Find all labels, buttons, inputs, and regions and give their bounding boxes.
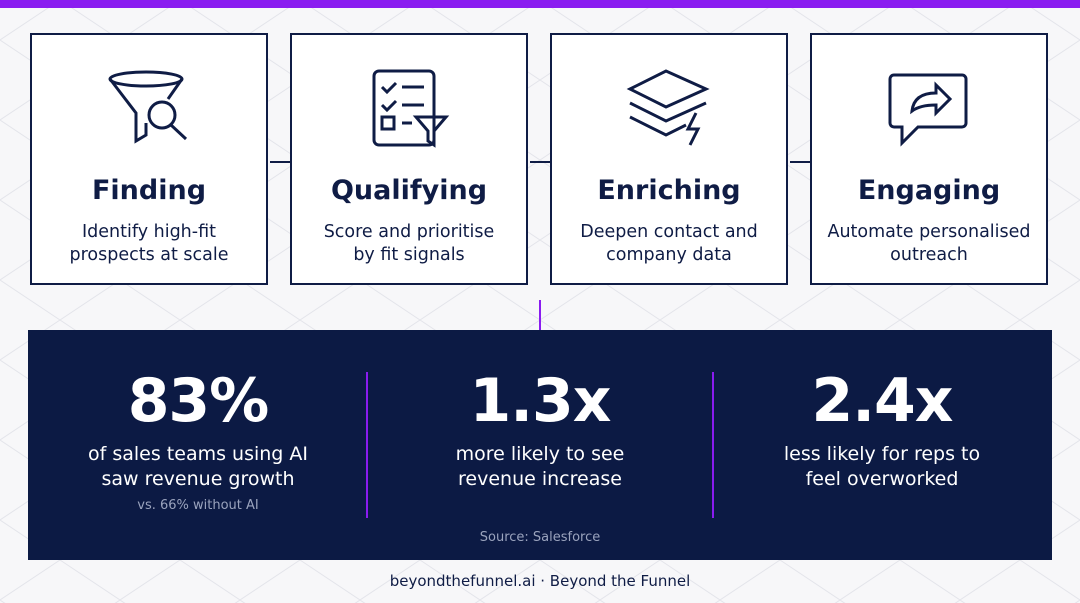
line: Identify high-fit	[82, 222, 216, 242]
step-description: Deepen contact and company data	[552, 221, 786, 267]
step-card: Engaging Automate personalised outreach	[810, 33, 1048, 285]
step-title: Finding	[91, 175, 207, 206]
stat-value: 1.3x	[469, 366, 612, 436]
line: Automate personalised	[827, 222, 1031, 242]
step-card: Enriching Deepen contact and company data	[550, 33, 788, 285]
line: less likely for reps to	[783, 443, 981, 465]
line: company data	[606, 245, 732, 265]
divider	[366, 372, 368, 518]
stat-description: of sales teams using AI saw revenue growt…	[28, 442, 368, 492]
step-description: Score and prioritise by fit signals	[292, 221, 526, 267]
step-description: Identify high-fit prospects at scale	[32, 221, 266, 267]
stat-note: vs. 66% without AI	[137, 498, 259, 513]
step-card: Qualifying Score and prioritise by fit si…	[290, 33, 528, 285]
line: revenue increase	[458, 468, 622, 490]
stat-description: more likely to see revenue increase	[370, 442, 710, 492]
stat-description: less likely for reps to feel overworked	[712, 442, 1052, 492]
footer: beyondthefunnel.ai · Beyond the Funnel	[389, 572, 691, 590]
step-description: Automate personalised outreach	[812, 221, 1046, 267]
line: prospects at scale	[69, 245, 229, 265]
line: of sales teams using AI	[88, 443, 308, 465]
checklist-icon	[372, 69, 450, 148]
share-icon	[888, 73, 968, 147]
source: Source: Salesforce	[479, 530, 601, 545]
connector	[539, 300, 541, 331]
line: feel overworked	[805, 468, 959, 490]
stat: 1.3x more likely to see revenue increase	[370, 366, 710, 492]
connector	[270, 161, 290, 163]
step-title: Engaging	[857, 175, 1001, 206]
step-title: Enriching	[597, 175, 741, 206]
stat: 2.4x less likely for reps to feel overwor…	[712, 366, 1052, 492]
line: more likely to see	[455, 443, 625, 465]
connector	[530, 161, 550, 163]
connector	[790, 161, 810, 163]
top-bar	[0, 0, 1080, 8]
divider	[712, 372, 714, 518]
step-title: Qualifying	[330, 175, 488, 206]
stat-value: 83%	[127, 366, 270, 436]
line: saw revenue growth	[101, 468, 295, 490]
stat-value: 2.4x	[811, 366, 954, 436]
line: Deepen contact and	[580, 222, 758, 242]
step-card: Finding Identify high-fit prospects at sc…	[30, 33, 268, 285]
line: outreach	[890, 245, 968, 265]
funnel-icon	[108, 70, 188, 144]
line: Score and prioritise	[323, 222, 495, 242]
layers-icon	[626, 69, 710, 146]
line: by fit signals	[353, 245, 465, 265]
stats-panel: 83% of sales teams using AI saw revenue g…	[28, 330, 1052, 560]
stat: 83% of sales teams using AI saw revenue g…	[28, 366, 368, 513]
